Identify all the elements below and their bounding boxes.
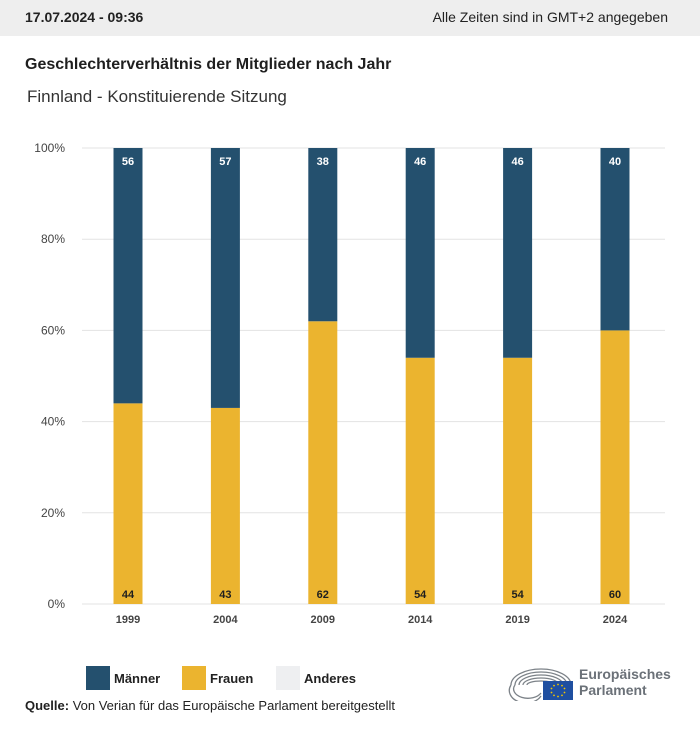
legend-label: Frauen (210, 671, 254, 686)
data-label-maenner: 46 (414, 156, 426, 168)
x-tick-label: 1999 (116, 614, 140, 626)
bar-frauen (405, 357, 435, 604)
x-tick-label: 2014 (408, 614, 433, 626)
y-axis: 0% 20% 40% 60% 80% 100% (34, 141, 65, 611)
bar-maenner (600, 148, 630, 331)
y-tick-label: 40% (41, 415, 65, 429)
bar-maenner (210, 148, 240, 408)
bar-frauen (113, 403, 143, 604)
maenner-swatch (86, 666, 110, 690)
source-note: Quelle: Von Verian für das Europäische P… (25, 698, 395, 713)
legend-label: Anderes (304, 671, 357, 686)
bar-maenner (503, 148, 533, 358)
bars: 56 44 57 43 38 62 46 54 46 54 40 60 (113, 148, 630, 604)
data-label-frauen: 43 (219, 589, 231, 601)
data-label-maenner: 40 (609, 156, 621, 168)
data-label-maenner: 56 (122, 156, 134, 168)
bar-frauen (308, 321, 338, 604)
x-axis: 1999 2004 2009 2014 2019 2024 (116, 614, 628, 626)
source-label: Quelle: (25, 698, 70, 713)
data-label-frauen: 44 (122, 589, 135, 601)
bar-maenner (308, 148, 338, 322)
logo-line-2: Parlament (579, 682, 647, 698)
y-tick-label: 80% (41, 232, 65, 246)
y-tick-label: 100% (34, 141, 65, 155)
x-tick-label: 2004 (213, 614, 238, 626)
bar-frauen (503, 357, 533, 604)
y-tick-label: 0% (48, 597, 66, 611)
x-tick-label: 2024 (603, 614, 628, 626)
x-tick-label: 2019 (505, 614, 529, 626)
y-tick-label: 20% (41, 506, 65, 520)
source-text: Von Verian für das Europäische Parlament… (69, 698, 395, 713)
chart-subtitle: Finnland - Konstituierende Sitzung (27, 87, 287, 106)
timestamp: 17.07.2024 - 09:36 (25, 9, 144, 25)
grid-lines (82, 147, 665, 605)
stacked-bar-chart: 0% 20% 40% 60% 80% 100% 56 44 57 43 38 62 46 54 46 54 4… (34, 141, 665, 626)
data-label-frauen: 54 (511, 589, 524, 601)
bar-maenner (113, 148, 143, 404)
bar-frauen (210, 407, 240, 604)
top-bar: 17.07.2024 - 09:36 Alle Zeiten sind in G… (0, 0, 700, 36)
logo-line-1: Europäisches (579, 666, 671, 682)
anderes-swatch (276, 666, 300, 690)
parliament-hemicycle-icon (508, 668, 573, 701)
x-tick-label: 2009 (311, 614, 335, 626)
data-label-maenner: 57 (219, 156, 231, 168)
bar-maenner (405, 148, 435, 358)
legend-label: Männer (114, 671, 161, 686)
data-label-maenner: 46 (511, 156, 523, 168)
data-label-frauen: 54 (414, 589, 427, 601)
y-tick-label: 60% (41, 323, 65, 337)
data-label-frauen: 60 (609, 589, 621, 601)
logo-text: Europäisches Parlament (579, 666, 671, 698)
data-label-maenner: 38 (317, 156, 329, 168)
data-label-frauen: 62 (317, 589, 329, 601)
bar-frauen (600, 330, 630, 604)
european-parliament-logo: Europäisches Parlament (507, 661, 682, 701)
chart-title: Geschlechterverhältnis der Mitglieder na… (25, 56, 392, 73)
frauen-swatch (182, 666, 206, 690)
timezone-note: Alle Zeiten sind in GMT+2 angegeben (432, 9, 668, 25)
